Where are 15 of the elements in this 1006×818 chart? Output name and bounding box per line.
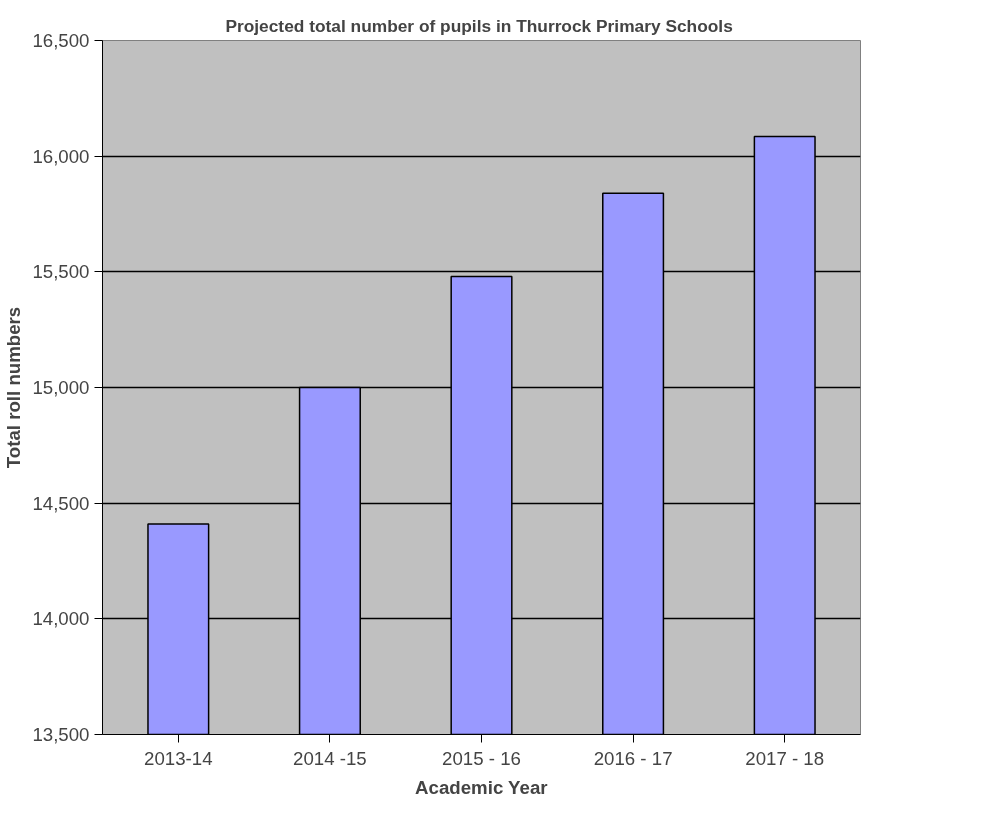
- y-tick-label: 16,500: [32, 30, 90, 51]
- y-tick-label: 14,500: [32, 492, 90, 514]
- y-tick-label: 15,500: [32, 261, 90, 283]
- x-tick-label: 2017 - 18: [745, 747, 825, 769]
- x-axis-title: Academic Year: [415, 776, 548, 798]
- chart-title: Projected total number of pupils in Thurrock Primary Schools: [225, 15, 733, 36]
- y-tick-label: 16,000: [32, 145, 90, 167]
- x-tick-label: 2015 - 16: [442, 747, 521, 769]
- y-tick-label: 14,000: [32, 608, 90, 630]
- x-tick-label: 2016 - 17: [593, 747, 673, 769]
- x-tick-label: 2013-14: [144, 747, 213, 769]
- y-tick-label: 15,000: [32, 377, 90, 398]
- y-tick-label: 13,500: [32, 724, 90, 745]
- y-axis-title: Total roll numbers: [3, 306, 25, 469]
- x-tick-label: 2014 -15: [293, 747, 367, 769]
